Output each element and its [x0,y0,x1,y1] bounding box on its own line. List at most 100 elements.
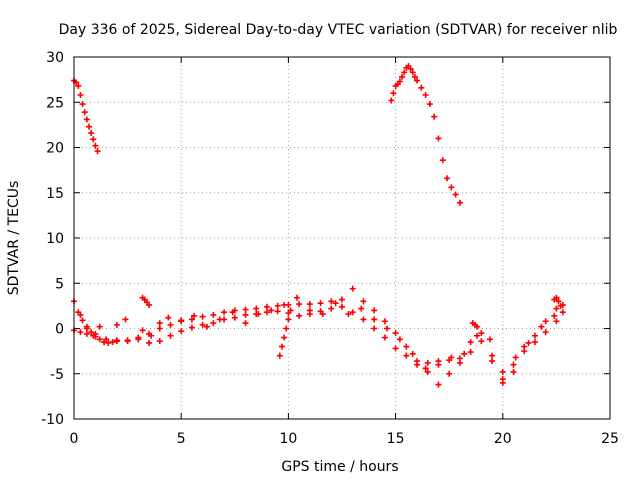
x-axis-label: GPS time / hours [281,459,398,475]
series-baseline-b [71,303,560,388]
data-point [456,199,463,206]
data-point [542,329,549,336]
data-point [319,311,326,318]
data-point [345,311,352,318]
data-point [86,123,93,130]
data-point [103,336,110,343]
data-point [499,379,506,386]
data-point [542,318,549,325]
series-baseline-c [77,294,558,375]
data-point [328,305,335,312]
data-point [293,294,300,301]
data-point [92,142,99,149]
data-point [448,184,455,191]
data-point [83,116,90,123]
data-point [77,92,84,99]
data-point [328,298,335,305]
data-point [499,368,506,375]
data-point [474,332,481,339]
x-tick-label: 5 [177,431,186,447]
data-point [403,343,410,350]
data-point [435,361,442,368]
data-point [456,359,463,366]
data-point [94,148,101,155]
data-point [407,65,414,72]
data-point [512,354,519,361]
y-tick-label: 20 [46,141,64,157]
chart-title: Day 336 of 2025, Sidereal Day-to-day VTE… [59,22,618,38]
x-tick-label: 10 [279,431,297,447]
data-point [281,334,288,341]
data-point [296,301,303,308]
data-point [229,309,236,316]
data-point [559,309,566,316]
data-point [510,361,517,368]
data-point [474,323,481,330]
data-point [306,307,313,314]
data-point [210,320,217,327]
data-point [381,318,388,325]
data-point [263,309,270,316]
data-point [510,368,517,375]
data-point [156,325,163,332]
data-point [339,296,345,303]
data-point [109,339,116,346]
data-point [75,82,82,89]
data-point [424,359,431,366]
data-point [448,354,455,361]
data-point [79,317,86,324]
data-point [199,313,206,320]
data-point [418,84,425,91]
data-point [435,381,442,388]
data-point [139,327,146,334]
data-point [188,316,195,323]
data-point [287,307,294,314]
data-point [435,135,442,142]
data-point [203,323,210,330]
data-point [96,323,103,330]
data-point [426,101,433,108]
y-axis-label: SDTVAR / TECUs [6,181,22,296]
data-point [553,305,560,312]
data-point [79,101,86,108]
y-tick-label: 10 [46,231,64,247]
data-point [489,352,496,359]
data-point [113,321,120,328]
data-point [414,77,421,84]
data-point [167,332,174,339]
data-point [392,330,399,337]
data-point [431,113,438,120]
data-point [278,343,285,350]
data-point [551,312,558,319]
data-point [90,136,97,143]
data-point [77,311,84,318]
data-point [553,294,560,301]
y-tick-label: 15 [46,186,64,202]
y-tick-label: -10 [41,412,64,428]
data-point [358,305,365,312]
data-point [538,323,545,330]
data-point [525,339,532,346]
ticks: 0 5 10 15 20 25 -10 -5 0 5 10 15 20 25 30 [41,50,619,447]
data-point [124,338,131,345]
data-point [255,311,262,318]
data-point [422,92,429,99]
y-tick-label: 30 [46,50,64,66]
data-point [274,302,281,309]
data-point [81,109,88,116]
y-tick-label: 25 [46,95,64,111]
data-point [409,69,416,76]
data-point [360,298,367,305]
data-point [392,345,399,352]
data-point [403,352,410,359]
data-point [388,97,395,104]
data-points [71,63,566,388]
data-point [446,370,453,377]
data-point [105,339,112,346]
data-point [360,316,367,323]
data-point [411,73,418,80]
data-point [148,332,155,339]
series-late-high-track [388,63,463,206]
data-point [283,325,290,332]
data-point [231,314,238,321]
